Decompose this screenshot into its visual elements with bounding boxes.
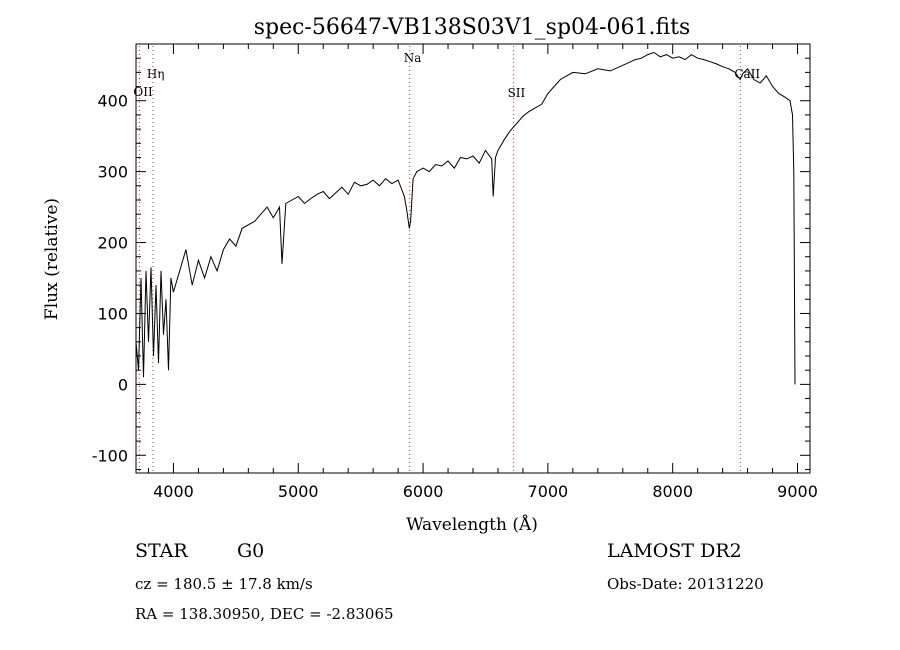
plot-frame — [135, 43, 811, 474]
y-tick-label: -100 — [92, 446, 128, 465]
x-tick-label: 7000 — [528, 482, 569, 501]
obs-date-text: Obs-Date: 20131220 — [607, 575, 764, 593]
x-tick-label: 8000 — [652, 482, 693, 501]
x-tick-label: 6000 — [403, 482, 444, 501]
x-axis-label: Wavelength (Å) — [406, 514, 538, 535]
line-marker-label: SII — [508, 86, 526, 100]
y-axis-label: Flux (relative) — [42, 198, 62, 320]
y-tick-label: 300 — [97, 163, 128, 182]
spectrum-line — [136, 51, 796, 385]
object-type: STAR — [135, 540, 188, 562]
x-tick-label: 9000 — [777, 482, 818, 501]
y-tick-label: 100 — [97, 304, 128, 323]
line-marker-label: OII — [133, 85, 153, 99]
survey-name: LAMOST DR2 — [607, 540, 742, 562]
chart-title: spec-56647-VB138S03V1_sp04-061.fits — [254, 15, 691, 40]
plot-area: 4000 5000 6000 7000 8000 9000 -100 0 100 200 300 40… — [92, 43, 818, 501]
x-tick-label: 5000 — [278, 482, 319, 501]
line-marker-label: Hη — [147, 67, 165, 81]
spectral-subclass: G0 — [237, 540, 264, 562]
y-tick-label: 400 — [97, 92, 128, 111]
line-marker-label: Na — [404, 51, 422, 65]
x-tick-label: 4000 — [153, 482, 194, 501]
y-tick-label: 200 — [97, 234, 128, 253]
redshift-text: cz = 180.5 ± 17.8 km/s — [135, 575, 313, 593]
y-tick-label: 0 — [118, 375, 128, 394]
coordinates-text: RA = 138.30950, DEC = -2.83065 — [135, 605, 394, 623]
